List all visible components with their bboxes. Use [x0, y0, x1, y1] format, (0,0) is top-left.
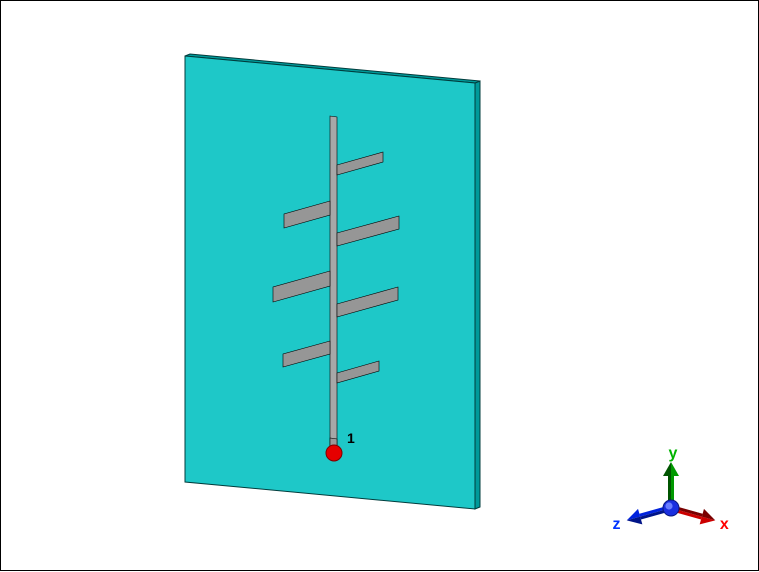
triad-y-label: y: [669, 445, 678, 462]
triad-y-head-light: [671, 462, 679, 476]
port-1-marker[interactable]: [326, 445, 342, 461]
triad-z-label: z: [613, 516, 621, 533]
substrate-side: [475, 81, 480, 509]
triad-x-label: x: [720, 516, 729, 533]
port-1-label: 1: [347, 430, 355, 446]
triad-y-head-dark: [663, 462, 671, 476]
viewport[interactable]: 1 x z y: [0, 0, 759, 571]
scene-svg: 1 x z y: [1, 1, 759, 572]
triad-origin-highlight: [665, 502, 672, 509]
feedline: [330, 116, 337, 447]
